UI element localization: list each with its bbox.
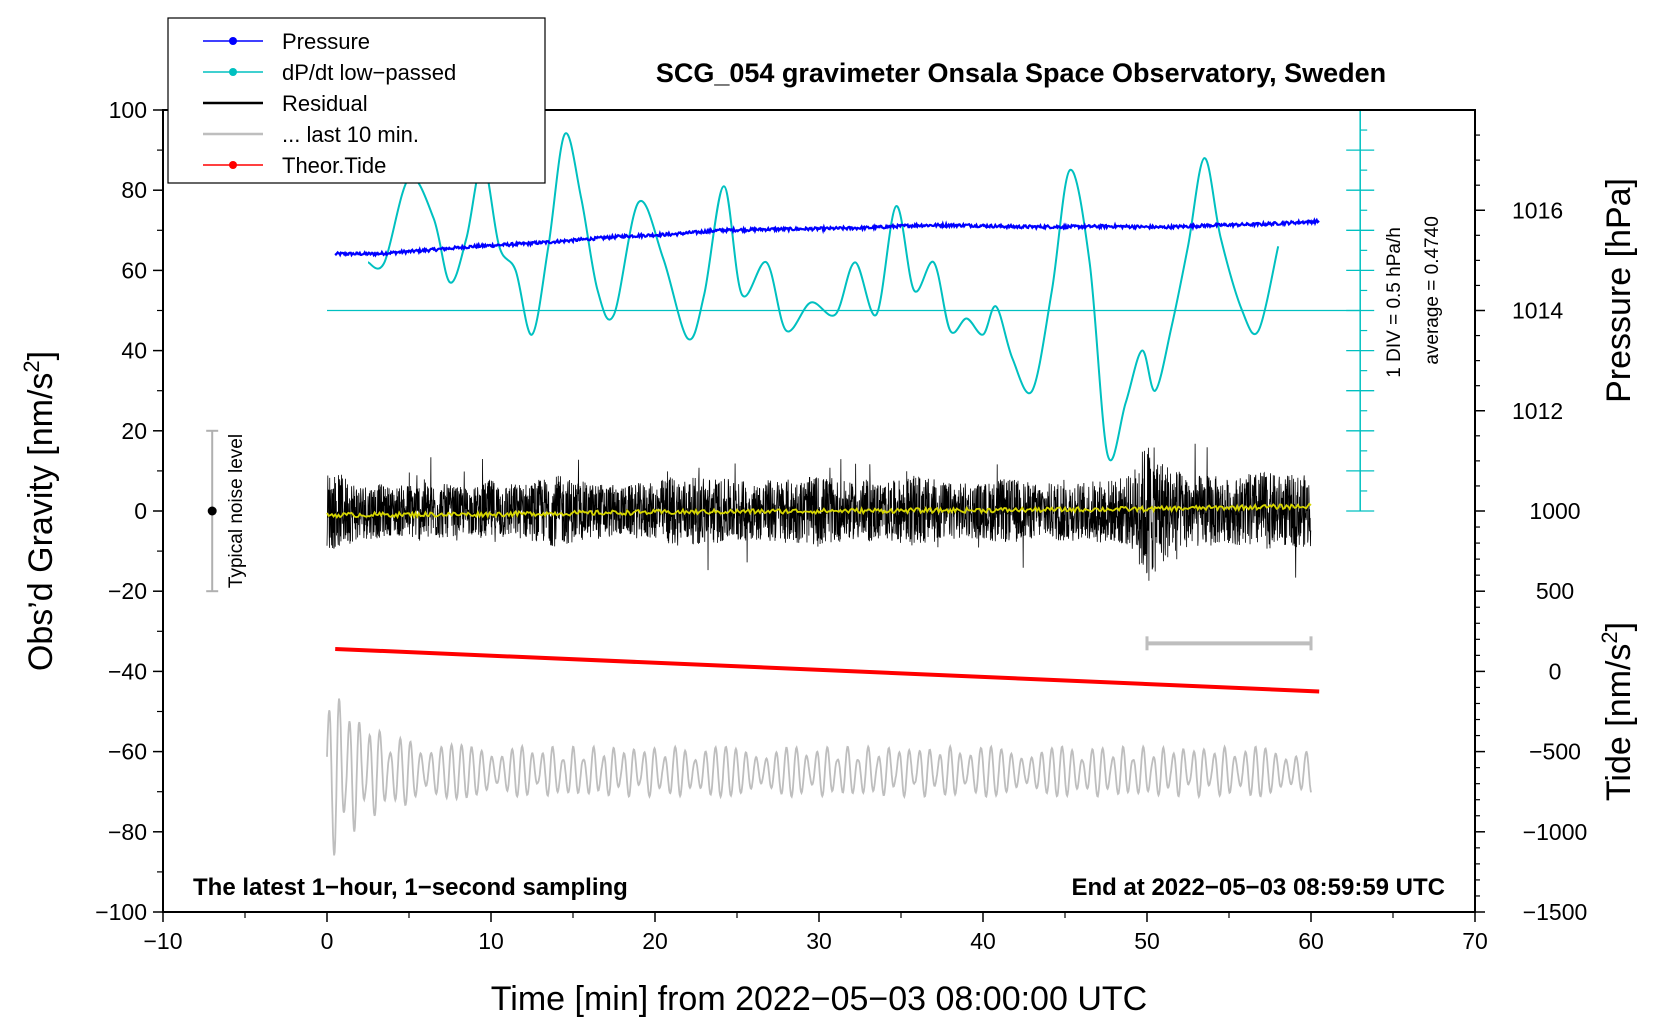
y-tick-label-left: −20 xyxy=(108,578,147,604)
data-layer xyxy=(326,132,1361,856)
y-tick-label-left: 80 xyxy=(121,177,147,203)
x-tick-label: 60 xyxy=(1298,928,1324,954)
x-tick-label: 20 xyxy=(642,928,668,954)
legend-marker xyxy=(229,161,237,169)
tide-tick-label: −1500 xyxy=(1523,899,1588,925)
x-tick-label: 50 xyxy=(1134,928,1160,954)
tide-tick-label: −500 xyxy=(1529,739,1581,765)
y-axis-label-tide-close: ] xyxy=(1600,622,1638,631)
pressure-tick-label: 1012 xyxy=(1512,398,1563,424)
y-axis-label-tide: Tide [nm/s2] xyxy=(1597,622,1638,801)
x-axis-label: Time [min] from 2022−05−03 08:00:00 UTC xyxy=(491,980,1147,1018)
pressure-tick-label: 1014 xyxy=(1512,298,1563,324)
y-tick-label-left: 20 xyxy=(121,418,147,444)
x-tick-label: −10 xyxy=(143,928,182,954)
legend-label: dP/dt low−passed xyxy=(282,60,456,85)
legend-label: Theor.Tide xyxy=(282,153,386,178)
y-tick-label-left: −80 xyxy=(108,819,147,845)
y-axis-label-tide-main: Tide [nm/s xyxy=(1600,644,1638,801)
text-layer: Typical noise level 1 DIV = 0.5 hPa/h aver… xyxy=(19,58,1638,1018)
dpdt-average-label: average = 0.4740 xyxy=(1422,216,1443,364)
legend-item: Residual xyxy=(203,91,368,116)
legend-item: Theor.Tide xyxy=(203,153,386,178)
dpdt-series-line xyxy=(367,132,1280,462)
x-tick-label: 40 xyxy=(970,928,996,954)
tide-tick-label: 500 xyxy=(1536,578,1574,604)
y-tick-label-left: 60 xyxy=(121,257,147,283)
axes-layer xyxy=(153,109,1485,922)
legend-item: dP/dt low−passed xyxy=(203,60,456,85)
y-axis-label-pressure: Pressure [hPa] xyxy=(1600,178,1638,403)
y-axis-label-left-main: Obs’d Gravity [nm/s xyxy=(22,373,60,672)
y-axis-label-left-close: ] xyxy=(22,351,60,360)
y-tick-label-left: −100 xyxy=(95,899,147,925)
noise-level-label: Typical noise level xyxy=(226,434,247,588)
legend-box xyxy=(167,17,546,184)
last-10-min-series-line xyxy=(326,698,1312,856)
chart-title: SCG_054 gravimeter Onsala Space Observat… xyxy=(656,58,1386,88)
legend-item: ... last 10 min. xyxy=(203,122,419,147)
legend-label: ... last 10 min. xyxy=(282,122,419,147)
legend-marker xyxy=(229,37,237,45)
y-axis-label-tide-sup: 2 xyxy=(1597,631,1622,643)
y-tick-label-left: 40 xyxy=(121,338,147,364)
legend-label: Residual xyxy=(282,91,368,116)
tide-tick-label: 0 xyxy=(1549,658,1562,684)
annotation-left: The latest 1−hour, 1−second sampling xyxy=(193,874,628,901)
x-tick-label: 70 xyxy=(1462,928,1488,954)
x-tick-label: 10 xyxy=(478,928,504,954)
legend-item: Pressure xyxy=(203,29,370,54)
residual-smoothed-line xyxy=(326,502,1312,520)
legend: Pressure dP/dt low−passed Residual ... last… xyxy=(167,17,546,184)
y-axis-label-left-sup: 2 xyxy=(19,360,44,372)
legend-label: Pressure xyxy=(282,29,370,54)
tide-tick-label: 1000 xyxy=(1529,498,1580,524)
annotation-right: End at 2022−05−03 08:59:59 UTC xyxy=(1071,874,1445,901)
y-tick-label-left: −40 xyxy=(108,658,147,684)
y-tick-label-left: −60 xyxy=(108,739,147,765)
x-tick-label: 0 xyxy=(321,928,334,954)
dpdt-scale-label: 1 DIV = 0.5 hPa/h xyxy=(1384,227,1405,378)
legend-marker xyxy=(229,68,237,76)
tide-tick-label: −1000 xyxy=(1523,819,1588,845)
y-tick-label-left: 0 xyxy=(134,498,147,524)
noise-bar-center-dot xyxy=(207,506,217,516)
theor-tide-series-line xyxy=(335,646,1320,694)
y-axis-label-left: Obs’d Gravity [nm/s2] xyxy=(19,351,60,671)
x-tick-label: 30 xyxy=(806,928,832,954)
y-tick-label-left: 100 xyxy=(109,97,147,123)
pressure-tick-label: 1016 xyxy=(1512,197,1563,223)
pressure-series-line xyxy=(334,217,1320,258)
